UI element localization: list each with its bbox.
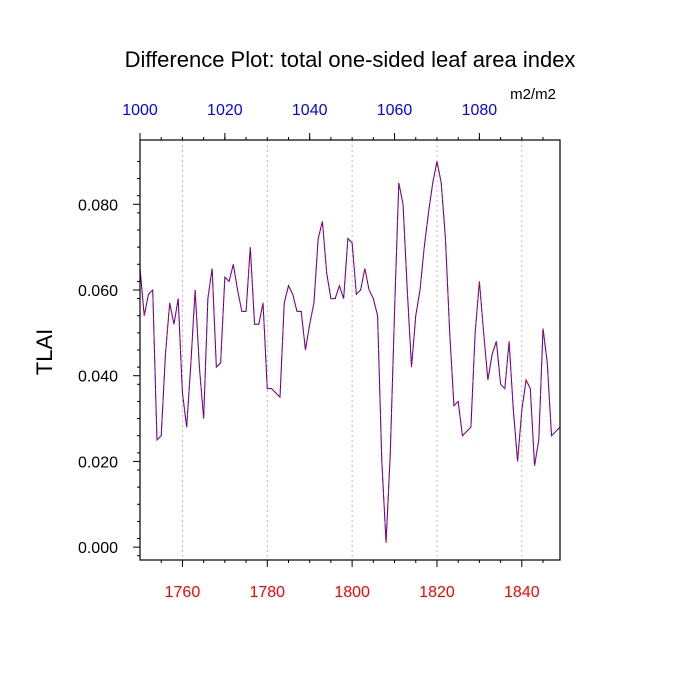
y-tick-label: 0.020	[78, 454, 118, 471]
y-tick-label: 0.080	[78, 197, 118, 214]
units-label: m2/m2	[510, 86, 556, 103]
x-tick-label: 1840	[504, 584, 540, 601]
x-tick-label: 1780	[249, 584, 285, 601]
x-tick-label: 1820	[419, 584, 455, 601]
grid-lines	[182, 140, 523, 560]
y-tick-label: 0.060	[78, 283, 118, 300]
x-top-tick-label: 1020	[207, 102, 243, 119]
x-tick-label: 1760	[165, 584, 201, 601]
y-axis-label: TLAI	[32, 329, 57, 375]
series-line-red	[139, 161, 561, 543]
y-tick-label: 0.000	[78, 540, 118, 557]
chart-title: Difference Plot: total one-sided leaf ar…	[125, 47, 576, 72]
tick-labels: 1760 1780 1800 1820 1840 1000 1020 1040 1060 1080…	[78, 102, 540, 601]
x-tick-label: 1800	[334, 584, 370, 601]
series-lines	[139, 161, 561, 543]
x-top-tick-label: 1040	[292, 102, 328, 119]
x-top-tick-label: 1000	[122, 102, 158, 119]
series-line-blue	[139, 161, 561, 543]
y-tick-label: 0.040	[78, 369, 118, 386]
x-top-tick-label: 1080	[462, 102, 498, 119]
x-top-tick-label: 1060	[377, 102, 413, 119]
axis-ticks	[133, 133, 544, 567]
